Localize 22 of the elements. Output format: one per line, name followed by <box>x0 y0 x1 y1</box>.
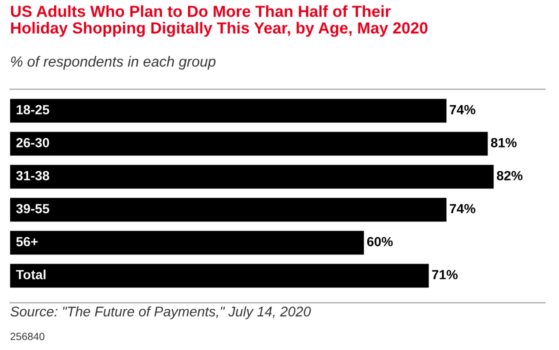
data-label: 82% <box>496 170 522 180</box>
y-tick-label: 26-30 <box>16 138 50 148</box>
bar <box>10 98 446 123</box>
bar <box>10 132 488 156</box>
data-label: 81% <box>490 138 517 148</box>
data-label: 74% <box>450 105 476 114</box>
text: 256840 <box>10 332 44 340</box>
source-note: Source: "The Future of Payments," July 14, 2020 <box>10 306 311 320</box>
bar <box>10 264 429 288</box>
chart-subtitle: % of respondents in each group <box>11 56 216 70</box>
bar <box>10 230 364 255</box>
y-tick-label: 56+ <box>16 236 38 246</box>
data-label: 74% <box>450 204 476 214</box>
data-label: 71% <box>432 270 458 280</box>
bar <box>10 198 446 222</box>
y-tick-label: Total <box>16 270 46 280</box>
y-tick-label: 39-55 <box>16 204 50 214</box>
y-tick-label: 31-38 <box>16 170 50 180</box>
bar <box>10 164 494 189</box>
chart-title: US Adults Who Plan to Do More Than Half of Their Holiday Shopping Digitally This Year, by Age, May 2020 <box>11 5 428 37</box>
data-label: 60% <box>367 236 393 246</box>
y-tick-label: 18-25 <box>16 104 50 114</box>
